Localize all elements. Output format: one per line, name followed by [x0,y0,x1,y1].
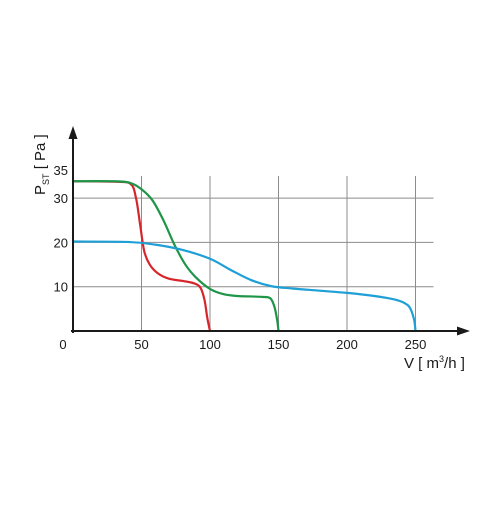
axes [68,126,470,336]
grid [73,175,434,331]
x-axis-title-superscript: 3 [439,354,444,364]
y-tick-label: 35 [54,163,68,178]
x-tick-label: 200 [336,337,358,352]
y-axis-title-main: P [32,185,49,195]
x-tick-label: 150 [268,337,290,352]
y-tick-label: 30 [54,191,68,206]
series-line-1 [71,180,212,333]
x-axis-title: V [ m3/h ] [404,354,465,372]
series-line-2 [71,180,280,333]
curves [71,180,417,333]
x-axis-title-prefix: V [ m [404,355,439,372]
y-axis-title-suffix: [ Pa ] [32,134,49,173]
x-tick-label: 100 [199,337,221,352]
y-tick-label: 10 [54,280,68,295]
y-tick-label: 20 [54,235,68,250]
tick-labels: 10 20 30 35 0 50 100 150 200 250 [54,163,427,352]
x-axis-arrow-icon [457,326,470,336]
x-tick-label: 250 [405,337,427,352]
x-tick-label: 0 [59,337,66,352]
y-axis-title-subscript: ST [41,173,51,185]
y-axis-arrow-icon [68,126,78,139]
series-line-3 [71,240,417,333]
x-tick-label: 50 [134,337,148,352]
x-axis-title-suffix: /h ] [444,355,465,372]
y-axis-title: PST [ Pa ] [32,134,51,195]
